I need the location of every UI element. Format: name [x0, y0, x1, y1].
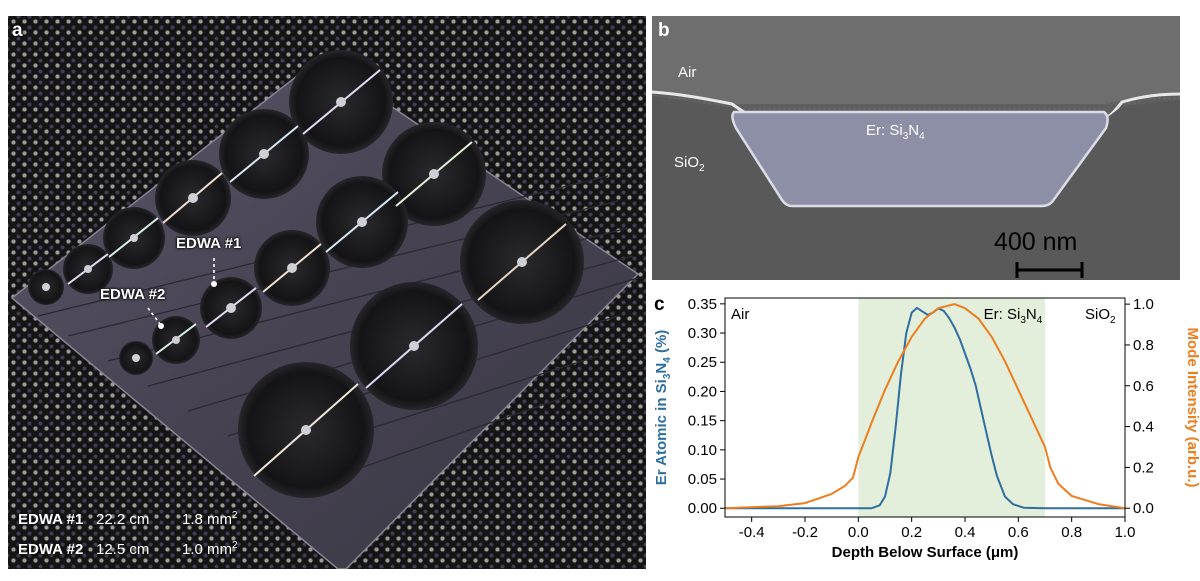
sio2-base: SiO	[674, 154, 700, 171]
region-label-core: Er: Si3N4	[984, 306, 1043, 326]
y-left-tick-label: 0.35	[688, 296, 717, 313]
callout-leaders	[147, 258, 215, 325]
er-concentration-line	[725, 306, 1125, 510]
y-left-tick-label: 0.10	[688, 442, 717, 459]
y-left-tick-label: 0.20	[688, 383, 717, 400]
region-label-air: Air	[731, 306, 749, 323]
core-mid: N	[908, 122, 920, 139]
y-left-tick-label: 0.25	[688, 354, 717, 371]
y-right-tick-label: 0.8	[1133, 337, 1154, 354]
legend-row-edwa1: EDWA #1 22.2 cm 1.8 mm2	[18, 510, 238, 528]
y-left-tick-label: 0.05	[688, 471, 717, 488]
panel-letter-b: b	[658, 20, 670, 41]
legend-row-edwa2: EDWA #2 12.5 cm 1.0 mm2	[18, 540, 238, 558]
x-tick-label: 1.0	[1115, 524, 1136, 541]
legend-area-exponent: 2	[232, 540, 238, 551]
sem-cross-section	[652, 16, 1180, 280]
y-left-tick-label: 0.30	[688, 325, 717, 342]
air-label: Air	[678, 64, 697, 81]
plot-frame	[724, 297, 1126, 518]
legend-name: EDWA #2	[18, 541, 84, 558]
x-tick-label: -0.4	[739, 524, 765, 541]
spiral-centers	[42, 97, 527, 435]
sio2-label: SiO2	[674, 154, 705, 174]
y-right-tick-label: 0.0	[1133, 500, 1154, 517]
y-left-tick-label: 0.15	[688, 413, 717, 430]
chart-panel-c: -0.4 -0.2 0.0 0.2 0.4 0.6 0.8 1.0 0.00 0.05 0.10 0.…	[652, 290, 1200, 581]
x-tick-label: -0.2	[792, 524, 818, 541]
sio2-sub: 2	[699, 163, 705, 174]
scale-bar-label: 400 nm	[994, 228, 1078, 256]
y-right-tick-label: 0.4	[1133, 419, 1154, 436]
legend-area-exponent: 2	[232, 510, 238, 521]
core-label: Er: Si3N4	[866, 122, 925, 142]
shaded-core-region	[858, 298, 1045, 517]
depth-profile-chart: -0.4 -0.2 0.0 0.2 0.4 0.6 0.8 1.0 0.00 0.05 0.10 0.…	[653, 296, 1200, 561]
legend-area: 1.0 mm	[182, 541, 233, 558]
y-right-axis-label: Mode Intensity (arb.u.)	[1184, 327, 1200, 487]
y-right-tick-label: 1.0	[1133, 296, 1154, 313]
photo-panel-a: a EDWA #1 EDWA #2 EDWA #1 22.2 cm 1.8 mm2 …	[8, 16, 646, 569]
legend-length: 22.2 cm	[96, 511, 150, 528]
callout-edwa2: EDWA #2	[100, 286, 166, 303]
x-tick-label: 0.8	[1061, 524, 1082, 541]
core-prefix: Er: Si	[866, 122, 903, 139]
x-tick-label: 0.0	[848, 524, 869, 541]
x-tick-label: 0.4	[955, 524, 976, 541]
core-sub2: 4	[919, 131, 925, 142]
sem-panel-b: b Air SiO2 Er: Si3N4 400 nm	[652, 16, 1180, 280]
cladding-surface	[652, 16, 1180, 104]
x-tick-label: 0.2	[901, 524, 922, 541]
region-label-sio2: SiO2	[1085, 306, 1116, 326]
panel-letter-c: c	[654, 294, 665, 315]
waveguide-core	[731, 110, 1109, 208]
edwa1-marker	[211, 281, 217, 287]
oxide-region	[652, 96, 1180, 280]
panel-letter-a: a	[12, 20, 23, 41]
mode-intensity-line	[724, 303, 1126, 510]
legend-name: EDWA #1	[18, 511, 84, 528]
core-sub1: 3	[902, 131, 909, 142]
scale-bar	[1015, 262, 1084, 278]
legend-length: 12.5 cm	[96, 541, 150, 558]
x-tick-label: 0.6	[1008, 524, 1029, 541]
edwa2-marker	[158, 323, 164, 329]
legend-area: 1.8 mm	[182, 511, 233, 528]
y-right-tick-label: 0.6	[1133, 378, 1154, 395]
callout-edwa1: EDWA #1	[176, 235, 242, 252]
x-axis-label: Depth Below Surface (μm)	[832, 544, 1019, 561]
y-left-axis-label: Er Atomic in Si3N4 (%)	[653, 330, 673, 486]
y-right-tick-label: 0.2	[1133, 459, 1154, 476]
y-left-tick-label: 0.00	[688, 500, 717, 517]
chip-photo-illustration	[10, 50, 640, 569]
